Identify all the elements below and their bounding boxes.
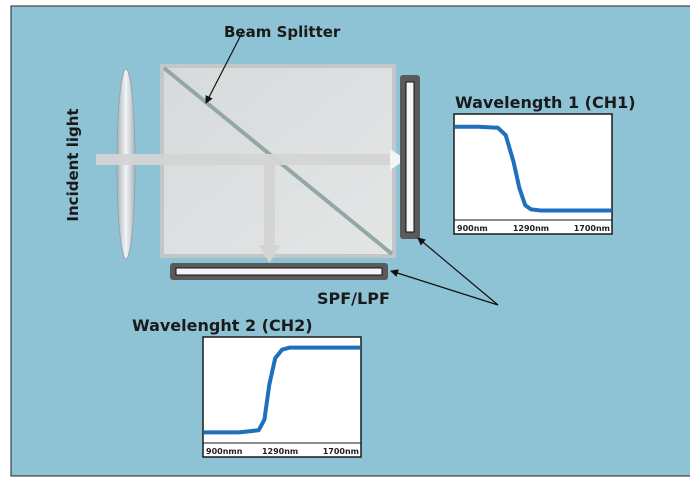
chart-ch1-tick-1: 1290nm	[513, 224, 549, 233]
filter-label: SPF/LPF	[317, 289, 390, 308]
chart-ch1-frame	[453, 113, 613, 235]
filter-ch2-pointer	[390, 269, 499, 306]
chart-ch1-tick-0: 900nm	[457, 224, 488, 233]
chart-ch2-curve	[204, 345, 360, 435]
chart-ch2-tick-2: 1700nm	[323, 447, 359, 456]
ch1-title: Wavelength 1 (CH1)	[455, 93, 636, 112]
chart-ch2: 900nmn 1290nm 1700nm	[202, 336, 362, 458]
incident-light-label: Incident light	[64, 108, 82, 221]
filter-ch1-pointer	[417, 237, 499, 306]
beam-splitter-pointer	[205, 30, 244, 104]
reflected-beam	[264, 165, 275, 245]
chart-ch2-tick-1: 1290nm	[262, 447, 298, 456]
chart-ch2-tick-0: 900nmn	[206, 447, 243, 456]
incident-beam	[96, 154, 390, 165]
beam-arrowhead-ch2	[259, 245, 280, 263]
beam-splitter-label: Beam Splitter	[224, 23, 341, 41]
filter-ch2	[175, 267, 383, 276]
chart-ch2-frame	[202, 336, 362, 458]
beam-arrowhead-ch1	[390, 149, 406, 170]
chart-ch1-tick-2: 1700nm	[574, 224, 610, 233]
filter-ch1	[405, 81, 415, 233]
chart-ch1: 900nm 1290nm 1700nm	[453, 113, 613, 235]
ch2-title: Wavelenght 2 (CH2)	[132, 316, 313, 335]
chart-ch1-curve	[455, 124, 611, 213]
